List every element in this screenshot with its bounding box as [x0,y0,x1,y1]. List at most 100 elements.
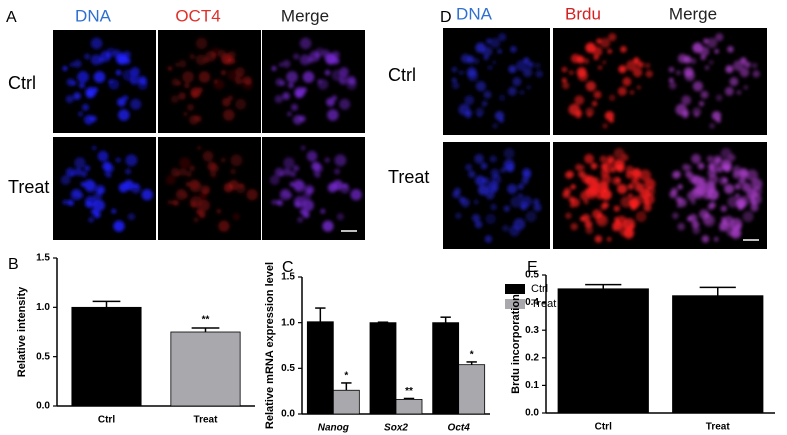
cell [592,46,603,57]
cell [562,81,570,90]
cell [227,50,236,59]
cell [709,201,716,209]
cell [492,123,498,129]
cell [519,90,525,95]
panel-label: E [527,259,538,276]
cell [715,33,724,42]
cell [117,97,126,107]
cell [223,109,235,121]
cell [738,177,746,185]
cell [691,153,701,164]
cell [227,56,236,65]
cell [127,213,135,221]
y-axis-label: Relative intensity [16,286,28,377]
cell [195,209,201,215]
cell [170,95,179,104]
cell [289,171,296,178]
cell [468,170,476,178]
cell [709,123,715,129]
cell [232,213,240,221]
legend-swatch [505,284,525,294]
cell [79,82,85,89]
cell [297,216,304,223]
cell [480,162,488,170]
cell [481,100,488,107]
row-label: Treat [8,177,49,197]
cell [688,174,698,184]
cell [271,199,277,205]
cell [227,95,234,101]
panel-label: B [8,256,19,273]
cell [699,46,710,57]
cell [535,70,543,78]
cell [211,47,221,57]
cell [473,58,480,65]
cell [179,157,191,169]
cell [269,175,280,185]
cell [577,70,588,82]
y-tick-label: 0.0 [525,408,539,419]
cell [280,80,286,86]
y-tick-label: 0.5 [525,270,539,281]
cell [733,60,744,71]
cell [512,77,522,87]
cell [193,216,200,223]
cell [682,163,690,171]
cell [724,183,735,194]
row-label: Treat [388,167,429,187]
cell [326,97,335,107]
cell [701,235,710,243]
cell [474,153,484,164]
cell [490,168,500,178]
y-axis-label: Relative mRNA expression level [264,262,276,429]
significance: ** [405,386,413,397]
cell [189,53,196,60]
cell [195,54,207,66]
cell [483,90,492,99]
cell [628,193,633,198]
cell [327,182,338,192]
cell [585,226,594,235]
x-tick-label: Ctrl [98,415,115,426]
cell [736,90,742,95]
cell [565,212,572,219]
cells [165,145,258,232]
cell [620,196,632,208]
cell [320,208,326,214]
cell [584,153,594,164]
cell [597,65,603,70]
cell [707,189,719,201]
x-tick-label: Oct4 [448,423,471,434]
cell [703,38,709,44]
cell [668,77,674,83]
y-tick-label: 0.3 [525,325,539,336]
column-header: OCT4 [175,6,220,25]
cell [190,200,198,208]
cell [729,77,739,87]
cell [498,33,507,42]
cell [594,235,603,243]
cell [580,190,591,201]
cell [522,67,533,78]
cell [197,145,202,151]
cell [503,205,510,212]
cells [669,147,763,243]
cell [137,79,148,90]
cell [80,171,87,178]
cell [636,85,641,90]
y-tick-label: 0.0 [281,409,295,420]
cell [350,189,362,201]
cell [563,187,571,195]
cell [526,85,531,90]
cell [202,150,214,162]
cell [520,204,527,211]
cell [334,168,341,175]
cell [88,216,95,223]
cell [602,201,609,209]
cell [584,220,593,229]
cell [583,58,590,65]
cell [183,111,188,116]
cell [518,193,523,198]
cell [727,196,739,208]
cell [178,59,187,68]
